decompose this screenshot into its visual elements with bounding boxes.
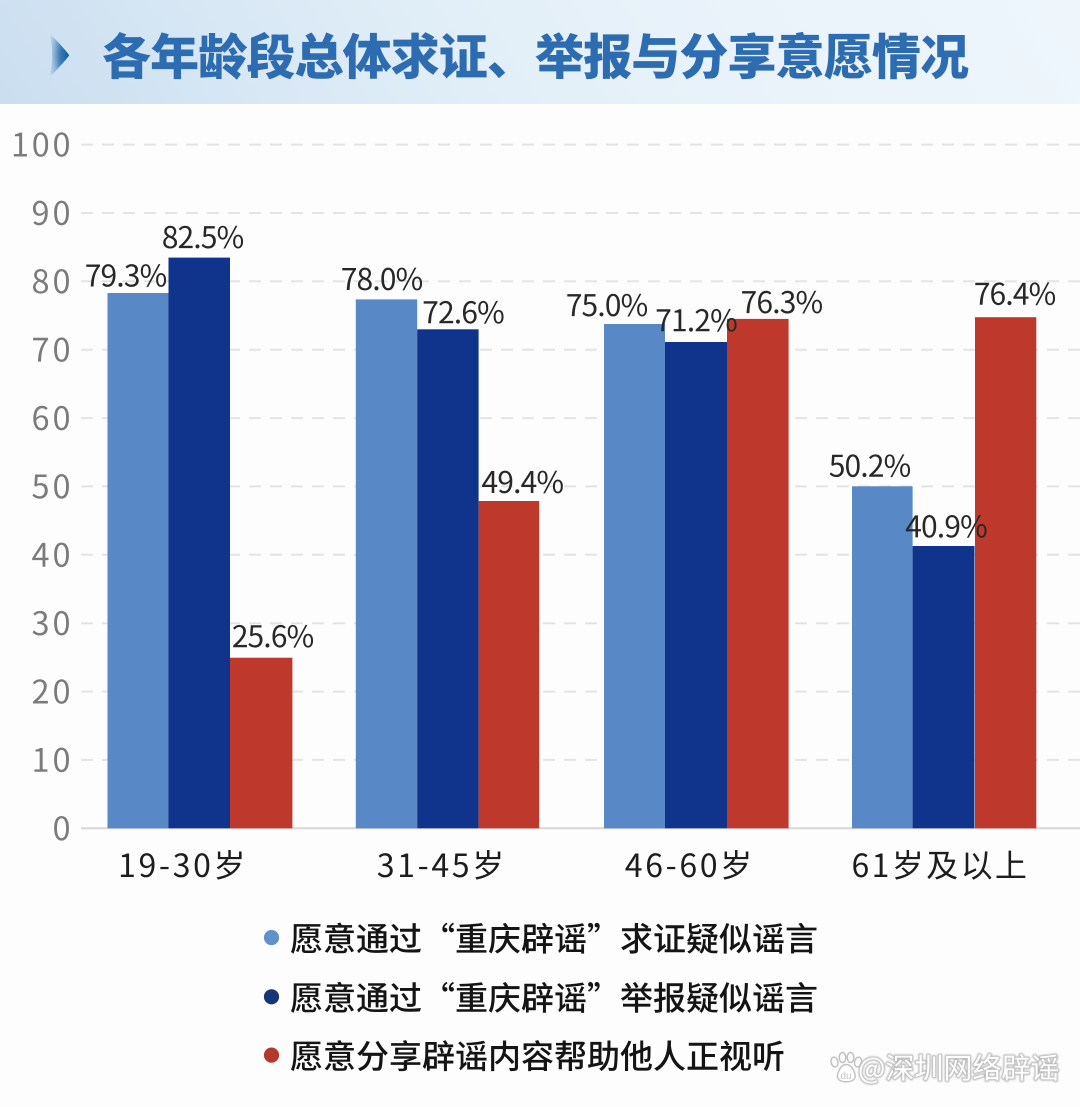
svg-text:du: du — [841, 1071, 852, 1082]
